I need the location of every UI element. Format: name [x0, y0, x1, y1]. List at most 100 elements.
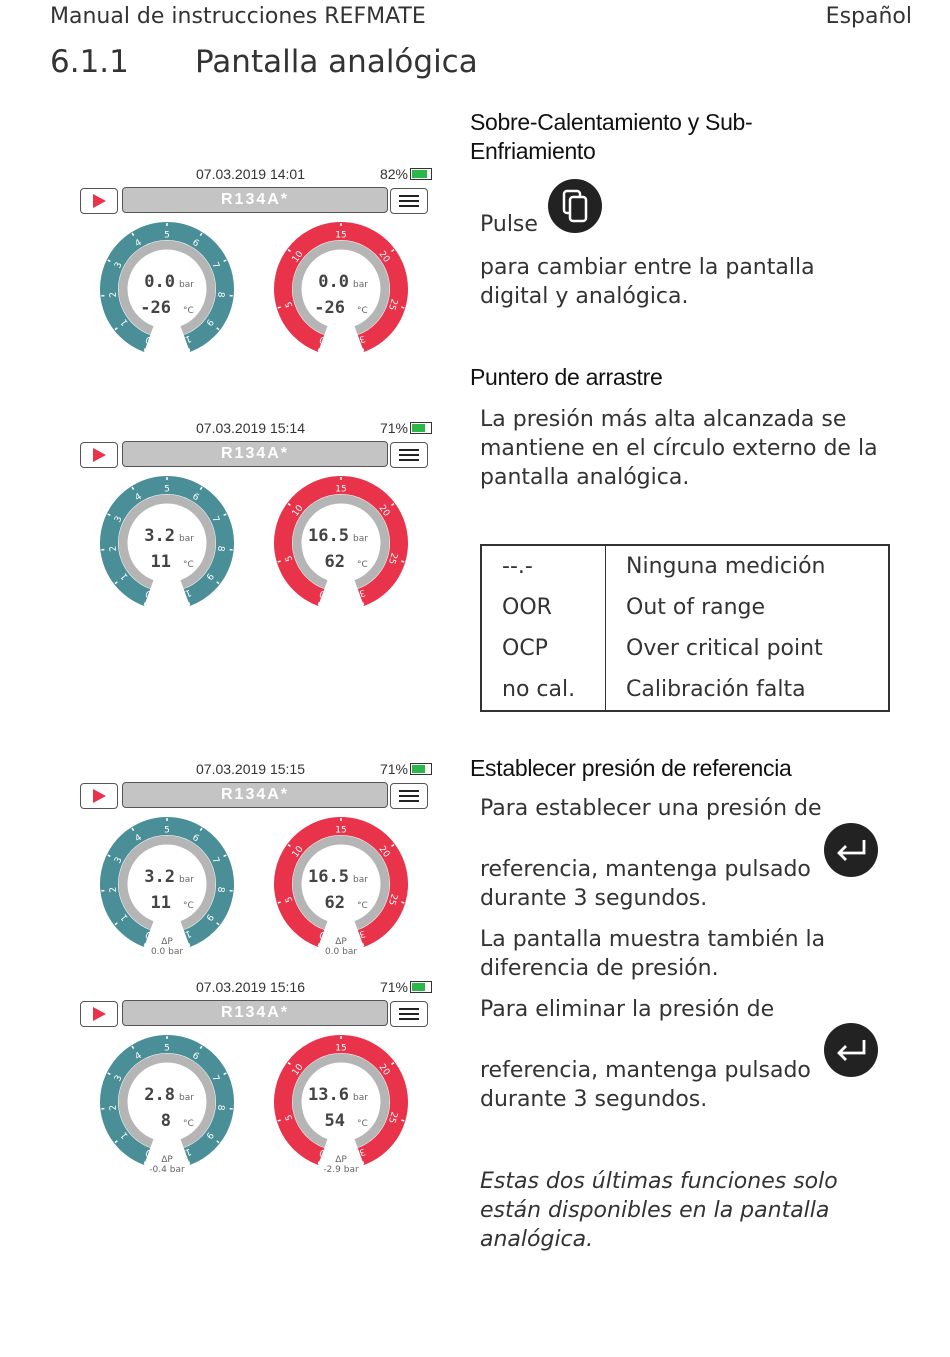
low-temperature-value: -26	[140, 298, 171, 318]
high-gauge-inner-ring	[292, 494, 390, 589]
high-gauge-outer-arc	[274, 476, 408, 606]
gauge-tick-label: 1	[119, 317, 130, 328]
reference-heading: Establecer presión de referencia	[470, 755, 792, 781]
device-toolbar: R134A*	[78, 440, 434, 468]
reference-set-line2: referencia, mantenga pulsado	[480, 857, 811, 882]
gauge-tick-mark	[216, 1140, 220, 1144]
gauge-tick-mark	[317, 347, 321, 352]
low-pressure-unit: bar	[179, 1093, 194, 1103]
gauge-tick-label: 8	[215, 545, 226, 552]
low-temperature-unit: °C	[183, 560, 194, 570]
gauge-tick-label: 0	[144, 1147, 153, 1158]
battery-icon	[410, 168, 432, 180]
gauge-tick-mark	[199, 232, 203, 236]
high-pressure-unit: bar	[353, 280, 368, 290]
low-pressure-gauge: 0 1 2 3 4 5 6 7 8 9 10 3.2 bar 11 °C	[100, 476, 234, 606]
reference-delete-line1: Para eliminar la presión de	[480, 997, 775, 1022]
gauge-tick-label: 30	[352, 333, 366, 346]
section-number: 6.1.1	[50, 44, 129, 80]
gauge-tick-label: 4	[134, 1051, 144, 1063]
date-time: 07.03.2019 15:14	[196, 420, 305, 436]
gauge-tick-label: 1	[119, 912, 130, 923]
play-icon[interactable]	[80, 1001, 118, 1027]
battery-icon	[410, 981, 432, 993]
gauge-tick-label: 30	[352, 1146, 366, 1159]
play-icon[interactable]	[80, 188, 118, 214]
low-pressure-unit: bar	[179, 280, 194, 290]
low-pressure-value: 3.2	[144, 867, 175, 887]
menu-icon[interactable]	[390, 442, 428, 468]
gauge-tick-mark	[114, 1140, 118, 1144]
status-bar: 07.03.2019 14:01 82%	[78, 166, 434, 184]
gauge-tick-mark	[361, 942, 365, 947]
gauge-tick-label: 7	[209, 261, 221, 271]
refrigerant-selector[interactable]: R134A*	[122, 441, 388, 467]
drag-pointer-heading: Puntero de arrastre	[470, 364, 663, 390]
high-pressure-value: 16.5	[308, 526, 349, 546]
play-icon[interactable]	[80, 783, 118, 809]
gauge-tick-label: 3	[113, 856, 125, 866]
menu-icon[interactable]	[390, 1001, 428, 1027]
gauge-tick-mark	[287, 248, 291, 252]
gauge-tick-mark	[187, 942, 191, 947]
gauge-tick-label: 4	[134, 238, 144, 250]
gauge-tick-mark	[107, 1072, 111, 1076]
gauge-tick-mark	[361, 601, 365, 606]
low-pressure-gauge: 0 1 2 3 4 5 6 7 8 9 10 3.2 bar 11 °C ΔP0.0 bar	[100, 817, 234, 957]
gauge-tick-label: 10	[178, 928, 192, 941]
gauge-tick-mark	[317, 942, 321, 947]
menu-icon[interactable]	[390, 783, 428, 809]
gauge-tick-label: 9	[203, 571, 215, 582]
reference-delete-line3: durante 3 segundos.	[480, 1087, 708, 1112]
gauge-tick-mark	[143, 601, 147, 606]
high-gauge-inner-ring	[292, 1053, 390, 1148]
refrigerant-selector[interactable]: R134A*	[122, 782, 388, 808]
gauge-tick-mark	[143, 347, 147, 352]
enter-button-icon	[824, 823, 878, 877]
device-screen-4: 07.03.2019 15:16 71% R134A* 0 1 2 3 4 5 6 7 8 9 10…	[78, 979, 434, 1194]
gauge-tick-label: 15	[335, 826, 346, 836]
language-label: Español	[825, 4, 912, 29]
gauge-tick-mark	[114, 581, 118, 585]
play-icon[interactable]	[80, 442, 118, 468]
reference-delete-line2: referencia, mantenga pulsado	[480, 1058, 811, 1083]
manual-title: Manual de instrucciones REFMATE	[50, 4, 426, 29]
high-temperature-unit: °C	[357, 560, 368, 570]
high-temperature-value: 62	[325, 552, 345, 572]
gauge-tick-label: 5	[284, 300, 295, 308]
gauge-tick-label: 9	[203, 912, 215, 923]
gauge-tick-label: 30	[352, 928, 366, 941]
gauge-tick-mark	[187, 1160, 191, 1165]
menu-icon[interactable]	[390, 188, 428, 214]
gauge-tick-label: 5	[164, 1044, 170, 1054]
gauge-tick-label: 5	[164, 231, 170, 241]
gauge-tick-label: 3	[113, 515, 125, 525]
gauge-tick-label: 7	[209, 515, 221, 525]
high-delta-p-value: 0.0 bar	[325, 947, 357, 957]
high-gauge-inner-ring	[292, 835, 390, 930]
gauge-tick-label: 10	[178, 333, 192, 346]
low-pressure-gauge: 0 1 2 3 4 5 6 7 8 9 10 0.0 bar -26 °C	[100, 222, 234, 352]
gauge-tick-mark	[223, 1072, 227, 1076]
gauge-tick-label: 30	[352, 587, 366, 600]
date-time: 07.03.2019 14:01	[196, 166, 305, 182]
gauge-tick-mark	[401, 901, 405, 904]
gauge-tick-mark	[223, 854, 227, 858]
low-pressure-value: 3.2	[144, 526, 175, 546]
refrigerant-selector[interactable]: R134A*	[122, 187, 388, 213]
gauge-tick-mark	[199, 1045, 203, 1049]
gauge-tick-mark	[107, 854, 111, 858]
refrigerant-selector[interactable]: R134A*	[122, 1000, 388, 1026]
gauge-tick-label: 9	[203, 1130, 215, 1141]
legend-meaning: Out of range	[626, 594, 766, 620]
gauge-tick-mark	[317, 601, 321, 606]
gauge-tick-mark	[287, 1061, 291, 1065]
gauge-tick-label: 8	[215, 291, 226, 298]
gauge-tick-label: 25	[386, 297, 399, 311]
analog-only-note: Estas dos últimas funciones solo están d…	[480, 1169, 838, 1252]
battery-percent: 71%	[379, 420, 408, 436]
gauge-tick-label: 7	[209, 856, 221, 866]
high-gauge-outer-arc	[274, 222, 408, 352]
